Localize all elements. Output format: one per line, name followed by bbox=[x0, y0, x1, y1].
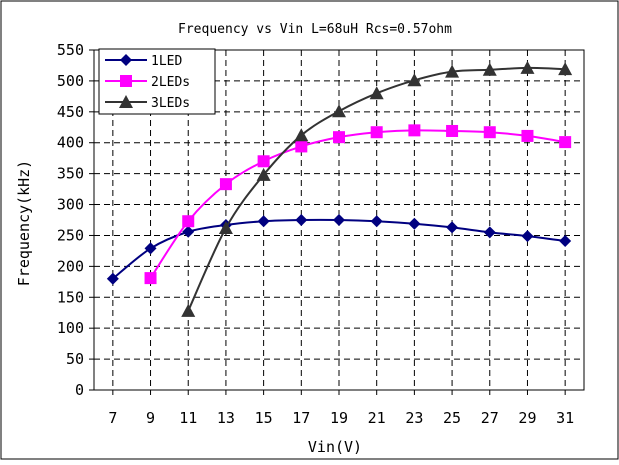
data-point-2leds bbox=[408, 124, 421, 137]
x-tick-label: 13 bbox=[217, 409, 235, 427]
series-3leds bbox=[181, 60, 573, 317]
data-point-3leds bbox=[294, 128, 309, 142]
data-point-2leds bbox=[559, 136, 572, 149]
data-point-3leds bbox=[256, 167, 271, 181]
data-point-3leds bbox=[520, 60, 535, 74]
y-tick-label: 100 bbox=[57, 319, 84, 337]
x-tick-label: 27 bbox=[481, 409, 499, 427]
y-tick-label: 300 bbox=[57, 196, 84, 214]
legend-marker-3leds bbox=[119, 95, 133, 108]
data-point-3leds bbox=[218, 221, 233, 235]
data-point-1led bbox=[295, 214, 308, 226]
legend-label-2leds: 2LEDs bbox=[151, 75, 190, 90]
data-point-1led bbox=[446, 221, 459, 234]
axes: 0 50 100 150 200 250 300 350 400 450 500 550 7 9 11 13 1… bbox=[57, 41, 574, 427]
y-tick-label: 350 bbox=[57, 165, 84, 183]
legend: 1LED 2LEDs 3LEDs bbox=[98, 48, 216, 115]
data-point-1led bbox=[333, 214, 345, 226]
y-tick-label: 0 bbox=[75, 381, 84, 399]
x-tick-label: 7 bbox=[108, 409, 117, 427]
series-1led bbox=[106, 214, 572, 285]
series-group bbox=[106, 60, 573, 317]
data-point-1led bbox=[106, 272, 119, 285]
data-point-1led bbox=[521, 230, 534, 243]
x-tick-label: 23 bbox=[405, 409, 423, 427]
data-point-2leds bbox=[219, 178, 232, 191]
data-point-2leds bbox=[446, 124, 459, 137]
data-point-1led bbox=[408, 217, 421, 230]
x-tick-label: 9 bbox=[146, 409, 155, 427]
legend-marker-2leds bbox=[120, 75, 132, 87]
y-axis-title: Frequency(kHz) bbox=[15, 160, 33, 286]
data-point-1led bbox=[370, 215, 383, 228]
data-point-3leds bbox=[482, 62, 497, 76]
legend-item-3leds: 3LEDs bbox=[105, 95, 190, 111]
y-tick-label: 550 bbox=[57, 41, 84, 59]
data-point-1led bbox=[257, 215, 270, 228]
x-tick-label: 17 bbox=[292, 409, 310, 427]
legend-marker-1led bbox=[120, 54, 132, 66]
y-tick-label: 400 bbox=[57, 134, 84, 152]
x-tick-label: 19 bbox=[330, 409, 348, 427]
data-point-2leds bbox=[257, 155, 270, 168]
legend-label-1led: 1LED bbox=[151, 54, 182, 69]
data-point-2leds bbox=[370, 126, 383, 139]
data-point-3leds bbox=[407, 73, 422, 87]
x-axis-title: Vin(V) bbox=[308, 438, 362, 456]
data-point-2leds bbox=[144, 272, 157, 285]
y-tick-label: 250 bbox=[57, 226, 84, 244]
x-tick-label: 11 bbox=[179, 409, 197, 427]
legend-item-1led: 1LED bbox=[105, 54, 182, 69]
data-point-2leds bbox=[333, 131, 345, 144]
data-point-2leds bbox=[182, 215, 195, 228]
y-tick-label: 150 bbox=[57, 288, 84, 306]
data-point-1led bbox=[144, 242, 157, 255]
chart-title: Frequency vs Vin L=68uH Rcs=0.57ohm bbox=[178, 22, 452, 37]
legend-item-2leds: 2LEDs bbox=[105, 75, 190, 90]
x-tick-label: 25 bbox=[443, 409, 461, 427]
data-point-3leds bbox=[369, 86, 384, 100]
y-tick-label: 500 bbox=[57, 72, 84, 90]
series-2leds bbox=[144, 124, 572, 285]
data-point-3leds bbox=[558, 62, 573, 76]
data-point-2leds bbox=[483, 126, 496, 139]
y-tick-label: 450 bbox=[57, 103, 84, 121]
data-point-1led bbox=[483, 226, 496, 239]
data-point-1led bbox=[559, 235, 572, 248]
data-point-2leds bbox=[521, 129, 534, 142]
x-tick-label: 21 bbox=[368, 409, 386, 427]
data-point-3leds bbox=[445, 64, 460, 78]
x-tick-label: 29 bbox=[518, 409, 536, 427]
legend-label-3leds: 3LEDs bbox=[151, 96, 190, 111]
x-tick-label: 15 bbox=[255, 409, 273, 427]
data-point-3leds bbox=[181, 303, 196, 317]
data-point-1led bbox=[182, 225, 195, 238]
y-tick-label: 50 bbox=[66, 350, 84, 368]
data-point-2leds bbox=[295, 140, 308, 153]
y-tick-label: 200 bbox=[57, 257, 84, 275]
x-tick-label: 31 bbox=[556, 409, 574, 427]
data-point-3leds bbox=[332, 104, 346, 118]
